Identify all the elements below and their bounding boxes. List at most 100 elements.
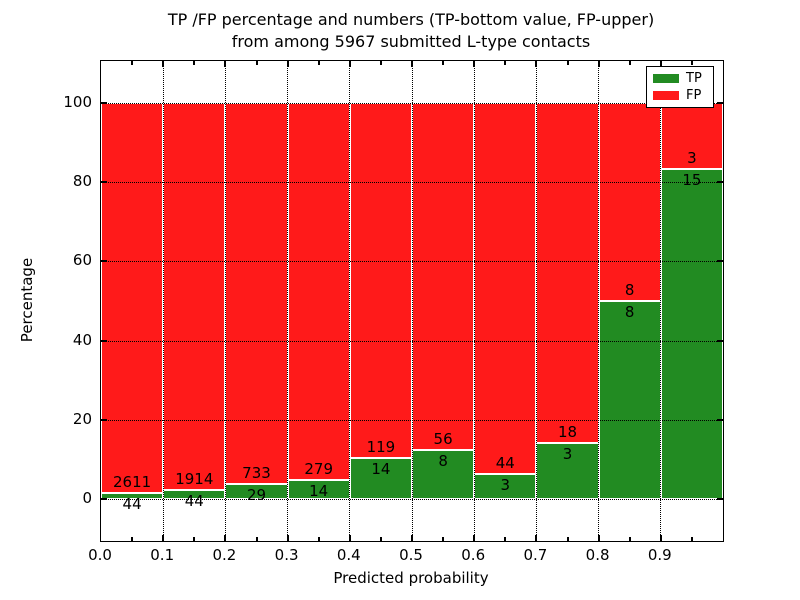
y-tick-left [101,419,107,421]
legend: TP FP [646,66,714,108]
gridline-vertical [224,61,226,541]
x-tick-label: 0.4 [336,546,361,564]
x-tick-bottom [255,537,258,541]
y-tick-label: 100 [63,92,92,111]
bar-label-tp: 3 [562,444,573,463]
x-tick-bottom [597,535,600,541]
x-tick-bottom [348,535,351,541]
bar-segment-fp [474,102,537,474]
y-axis-label: Percentage [18,257,36,343]
x-tick-top [131,61,134,65]
x-tick-top [473,61,476,67]
legend-swatch-tp [653,74,679,83]
x-tick-top [379,61,382,65]
x-tick-top [255,61,258,65]
bar-segment-fp [101,102,164,493]
x-tick-bottom [442,537,445,541]
legend-swatch-fp [653,91,679,100]
x-tick-top [566,61,569,65]
bar-label-tp: 14 [309,482,329,501]
x-tick-bottom [566,537,569,541]
x-tick-top [224,61,227,67]
x-tick-bottom [411,535,413,541]
x-tick-label: 0.5 [399,546,423,564]
bar-label-tp: 14 [371,459,391,478]
bar-label-tp: 44 [122,494,142,513]
y-tick-left [101,260,107,263]
x-tick-label: 0.3 [274,546,299,564]
x-tick-top [286,61,289,67]
x-tick-top [628,61,631,65]
x-tick-top [193,61,196,65]
bar-label-tp: 44 [184,492,204,511]
x-tick-bottom [628,537,631,541]
legend-item-tp: TP [653,70,707,86]
bar-segment-fp [660,102,723,169]
y-tick-left [101,339,107,342]
bar-segment-fp [536,102,599,443]
x-tick-top [659,61,662,67]
x-tick-top [504,61,507,65]
legend-label: FP [686,87,702,103]
y-tick-right [717,498,723,501]
bar-segment-tp [598,301,661,500]
x-tick-label: 0.6 [461,546,486,564]
x-tick-bottom [317,537,320,541]
bar-label-fp: 18 [557,422,578,441]
bar-label-tp: 8 [624,303,635,321]
plot-area: 2611 44 1914 44 733 29 279 14 119 14 56 8 44 3 18 3 8 8 3 1… [100,60,724,542]
bar-segment-fp [412,102,475,450]
bar-label-fp: 279 [304,460,334,479]
bar-label-tp: 29 [246,486,267,505]
gridline-vertical [349,61,351,541]
y-tick-right [717,101,723,104]
bar-segment-tp [412,449,475,500]
y-tick-label: 40 [72,330,92,349]
bar-label-tp: 3 [500,476,511,495]
x-tick-bottom [131,537,134,541]
x-tick-bottom [162,535,165,541]
x-tick-bottom [504,537,507,541]
y-tick-label: 80 [72,171,92,190]
legend-label: TP [686,70,702,86]
x-tick-bottom [224,535,227,541]
bar-label-fp: 2611 [113,472,152,491]
gridline-vertical [535,61,537,541]
bar-segment-fp [598,102,661,301]
gridline-vertical [660,61,662,541]
bar-segment-tp [225,484,288,500]
bar-label-fp: 44 [495,454,515,473]
gridline-vertical [473,61,475,541]
x-tick-top [317,61,320,65]
y-tick-right [717,339,723,342]
bar-segment-fp [225,102,288,485]
bar-segment-tp [163,490,226,500]
bar-label-fp: 56 [433,429,453,448]
x-tick-bottom [193,537,196,541]
x-tick-bottom [473,535,476,541]
y-tick-right [717,419,723,421]
x-tick-top [162,61,165,67]
x-tick-top [535,61,538,67]
y-tick-left [101,498,107,501]
y-tick-left [101,101,107,104]
x-tick-bottom [659,535,662,541]
y-tick-label: 20 [72,410,92,428]
x-tick-bottom [690,537,693,541]
x-tick-top [348,61,351,67]
bar-segment-tp [101,492,164,500]
gridline-vertical [411,61,413,541]
bar-segment-tp [536,442,599,500]
x-tick-top [597,61,600,67]
x-axis-label: Predicted probability [333,569,489,587]
x-tick-label: 0.2 [212,546,237,564]
y-tick-left [101,180,107,183]
bar-segment-fp [163,102,226,491]
x-tick-top [690,61,693,65]
y-tick-label: 0 [82,489,92,508]
gridline-vertical [598,61,600,541]
x-tick-bottom [286,535,289,541]
legend-item-fp: FP [653,87,707,103]
bar-label-fp: 119 [366,437,396,456]
